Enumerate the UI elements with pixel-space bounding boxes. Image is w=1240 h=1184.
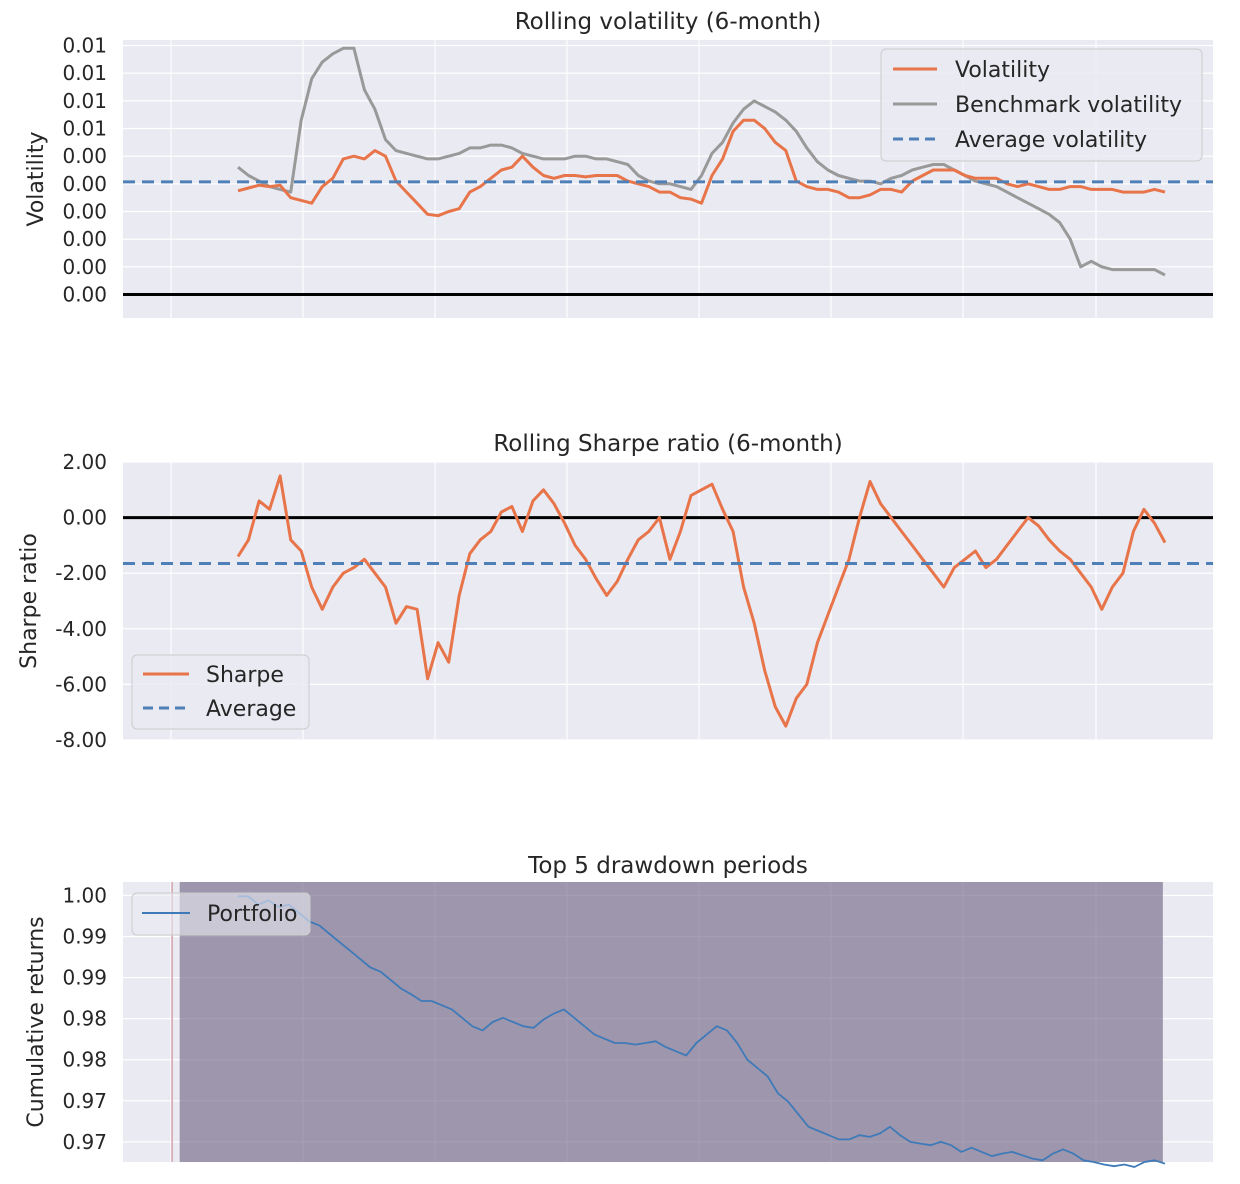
drawdown-series xyxy=(238,895,1166,1168)
series-line-volatility xyxy=(237,118,1166,218)
sharpe-y-label: Sharpe ratio xyxy=(17,533,42,669)
drawdown-title: Top 5 drawdown periods xyxy=(527,853,808,879)
y-tick-label: 0.00 xyxy=(62,255,107,279)
y-tick-label: 0.99 xyxy=(62,924,107,948)
drawdown-shaded-periods xyxy=(171,882,1163,1162)
drawdown-legend-box xyxy=(131,892,311,936)
volatility-y-ticks: 0.00 0.00 0.00 0.00 0.00 0.00 0.01 0.01 0.01 0.01 xyxy=(62,34,107,307)
drawdown-y-label: Cumulative returns xyxy=(24,916,49,1127)
volatility-legend-box xyxy=(880,48,1203,162)
volatility-series xyxy=(123,46,1213,277)
y-tick-label: 0.01 xyxy=(62,61,107,85)
legend-label-portfolio: Portfolio xyxy=(207,902,298,927)
y-tick-label: 0.99 xyxy=(62,966,107,990)
volatility-panel: 0.00 0.00 0.00 0.00 0.00 0.00 0.01 0.01 0.01 0.01… xyxy=(24,9,1213,318)
y-tick-label: 0.00 xyxy=(62,506,107,530)
sharpe-y-ticks: -8.00 -6.00 -4.00 -2.00 0.00 2.00 xyxy=(55,450,107,752)
drawdown-panel: 0.97 0.97 0.98 0.98 0.99 0.99 1.00 Top 5 drawd… xyxy=(24,853,1213,1168)
legend-label-sharpe: Sharpe xyxy=(206,663,284,688)
series-line-benchmark-volatility xyxy=(237,46,1166,277)
legend-label-volatility: Volatility xyxy=(955,58,1050,83)
volatility-y-label: Volatility xyxy=(24,131,49,226)
y-tick-label: 0.97 xyxy=(62,1130,107,1154)
legend-label-average-volatility: Average volatility xyxy=(955,128,1147,153)
drawdown-shaded-region xyxy=(179,882,1163,1162)
y-tick-label: 1.00 xyxy=(62,883,107,907)
y-tick-label: 0.98 xyxy=(62,1048,107,1072)
y-tick-label: 0.01 xyxy=(62,34,107,58)
y-tick-label: -8.00 xyxy=(55,728,107,752)
y-tick-label: -2.00 xyxy=(55,561,107,585)
volatility-legend: Volatility Benchmark volatility Average … xyxy=(880,48,1203,162)
series-line-portfolio xyxy=(238,895,1166,1168)
y-tick-label: 0.01 xyxy=(62,89,107,113)
sharpe-series xyxy=(123,474,1213,728)
drawdown-legend: Portfolio xyxy=(131,892,311,936)
y-tick-label: 0.97 xyxy=(62,1089,107,1113)
sharpe-legend: Sharpe Average xyxy=(131,654,310,730)
legend-label-average: Average xyxy=(206,697,296,722)
y-tick-label: -6.00 xyxy=(55,672,107,696)
y-tick-label: 0.00 xyxy=(62,144,107,168)
legend-label-benchmark-volatility: Benchmark volatility xyxy=(955,93,1182,118)
volatility-title: Rolling volatility (6-month) xyxy=(515,9,822,35)
sharpe-panel: -8.00 -6.00 -4.00 -2.00 0.00 2.00 Rolling Sha… xyxy=(17,431,1213,752)
y-tick-label: -4.00 xyxy=(55,617,107,641)
sharpe-title: Rolling Sharpe ratio (6-month) xyxy=(493,431,842,457)
y-tick-label: 0.00 xyxy=(62,172,107,196)
y-tick-label: 0.98 xyxy=(62,1007,107,1031)
series-line-sharpe xyxy=(236,474,1167,728)
y-tick-label: 0.00 xyxy=(62,227,107,251)
y-tick-label: 0.00 xyxy=(62,200,107,224)
y-tick-label: 0.00 xyxy=(62,282,107,306)
y-tick-label: 2.00 xyxy=(62,450,107,474)
y-tick-label: 0.01 xyxy=(62,117,107,141)
drawdown-y-ticks: 0.97 0.97 0.98 0.98 0.99 0.99 1.00 xyxy=(62,883,107,1153)
